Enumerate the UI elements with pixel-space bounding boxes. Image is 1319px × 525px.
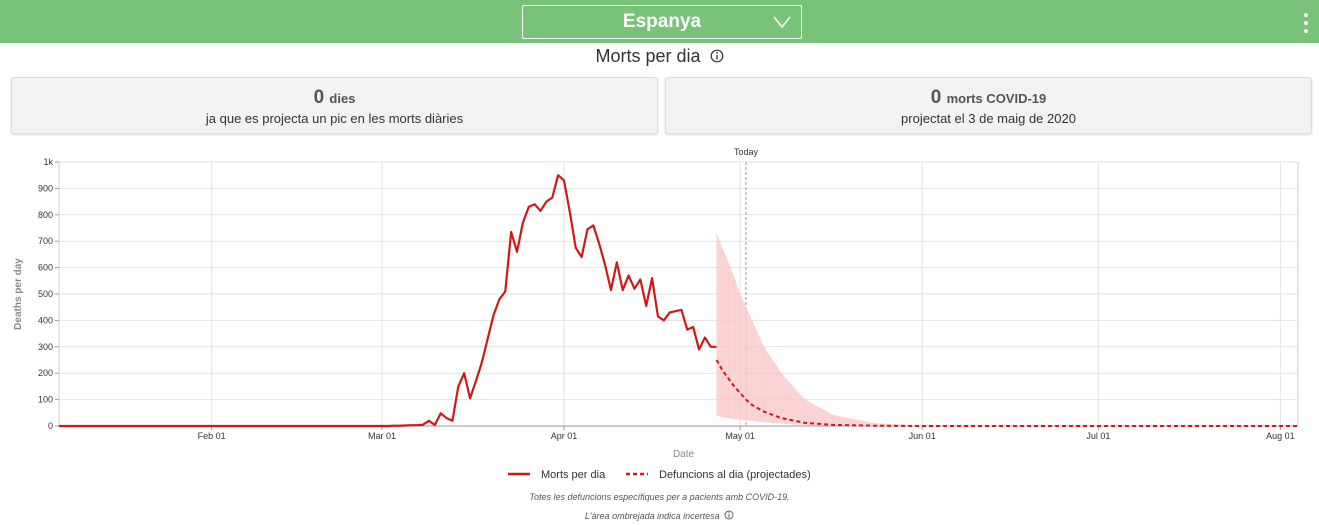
y-tick-label: 200 — [38, 368, 53, 378]
stat-unit: morts COVID-19 — [946, 91, 1047, 106]
x-tick-label: Jul 01 — [1086, 431, 1110, 441]
x-tick-label: May 01 — [725, 431, 755, 441]
legend-label: Defuncions al dia (projectades) — [659, 469, 811, 481]
footnote: L'àrea ombrejada indica incertesa — [584, 511, 720, 521]
today-label: Today — [734, 147, 759, 157]
x-axis-label: Date — [673, 449, 695, 460]
stat-text: ja que es projecta un pic en les morts d… — [205, 111, 464, 126]
series-line — [59, 174, 717, 428]
section-title: Morts per dia — [0, 46, 1319, 67]
y-tick-label: 300 — [38, 342, 53, 352]
y-tick-label: 0 — [48, 421, 53, 431]
y-tick-label: 1k — [43, 157, 53, 167]
uncertainty-band — [734, 278, 741, 420]
y-tick-label: 100 — [38, 395, 53, 405]
section-title-text: Morts per dia — [595, 46, 701, 66]
legend-label: Morts per dia — [541, 469, 606, 481]
stat-value: 0 — [930, 87, 942, 108]
y-axis-label: Deaths per day — [13, 258, 24, 330]
uncertainty-band — [739, 293, 747, 421]
x-tick-label: Apr 01 — [551, 431, 578, 441]
info-icon[interactable] — [724, 510, 734, 520]
uncertainty-band — [716, 233, 723, 418]
uncertainty-band — [728, 262, 735, 420]
x-tick-label: Mar 01 — [368, 431, 396, 441]
x-tick-label: Jun 01 — [909, 431, 936, 441]
region-select[interactable]: Espanya — [522, 5, 802, 39]
y-tick-label: 600 — [38, 263, 53, 273]
footnote: Totes les defuncions específiques per a … — [529, 492, 790, 502]
y-tick-label: 800 — [38, 210, 53, 220]
info-icon[interactable] — [710, 49, 724, 63]
region-name: Espanya — [622, 11, 702, 32]
menu-button[interactable] — [1300, 12, 1312, 34]
stat-card: 0 dies ja que es projecta un pic en les … — [11, 77, 658, 134]
stat-text: projectat el 3 de maig de 2020 — [901, 111, 1076, 126]
y-tick-label: 700 — [38, 236, 53, 246]
chart: 0 100 200 300 400 500 600 700 800 900 1k Feb 01 Mar … — [13, 147, 1299, 481]
chevron — [773, 16, 791, 29]
top-bar: Espanya — [0, 0, 1319, 43]
stat-card: 0 morts COVID-19 projectat el 3 de maig … — [665, 77, 1312, 134]
uncertainty-band — [722, 249, 729, 419]
y-tick-label: 900 — [38, 183, 53, 193]
y-tick-label: 500 — [38, 289, 53, 299]
footnote-row: L'àrea ombrejada indica incertesa — [0, 510, 1319, 521]
series-line — [715, 359, 1298, 427]
y-tick-label: 400 — [38, 315, 53, 325]
uncertainty-band — [745, 307, 753, 421]
x-tick-label: Feb 01 — [198, 431, 226, 441]
x-tick-label: Aug 01 — [1266, 431, 1295, 441]
stat-value: 0 — [313, 87, 325, 108]
stat-unit: dies — [329, 91, 356, 106]
